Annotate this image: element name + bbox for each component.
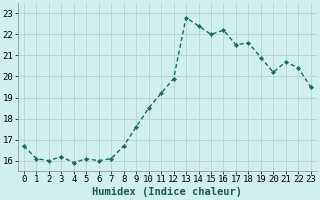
X-axis label: Humidex (Indice chaleur): Humidex (Indice chaleur): [92, 187, 242, 197]
